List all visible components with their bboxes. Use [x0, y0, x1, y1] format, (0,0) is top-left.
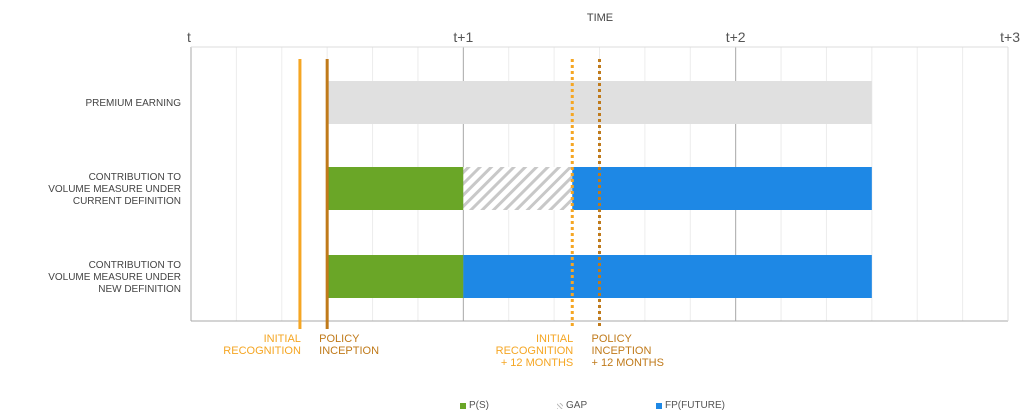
bar-segment [463, 255, 872, 298]
marker-label: POLICY INCEPTION + 12 MONTHS [592, 333, 664, 369]
row-labels: PREMIUM EARNING CONTRIBUTION TO VOLUME MEA… [48, 98, 181, 295]
marker-label: INITIAL RECOGNITION + 12 MONTHS [496, 333, 574, 369]
marker-label: INITIAL RECOGNITION [223, 333, 301, 357]
x-tick-label: t+2 [726, 29, 746, 45]
marker-label: POLICY INCEPTION [319, 333, 379, 357]
x-tick-labels: t t+1 t+2 t+3 [187, 29, 1020, 45]
legend-label: GAP [566, 400, 588, 411]
legend-swatch [656, 402, 662, 409]
row-label: PREMIUM EARNING [85, 98, 181, 109]
x-tick-label: t+3 [1000, 29, 1020, 45]
event-markers: INITIAL RECOGNITION POLICY INCEPTION INITIAL… [223, 59, 664, 369]
legend-item: FP(FUTURE) [656, 400, 725, 411]
legend: P(S) GAP FP(FUTURE) [0, 400, 1022, 414]
timeline-chart: TIME t t+1 t+2 t+3 PREMIUM EARNING CONTRIBUT… [48, 12, 1020, 369]
row-label: CONTRIBUTION TO VOLUME MEASURE UNDER NEW D… [48, 260, 181, 295]
x-tick-label: t+1 [453, 29, 473, 45]
legend-swatch [460, 402, 466, 409]
legend-swatch [557, 402, 563, 409]
chart-title: TIME [587, 12, 613, 24]
bar-segment [327, 167, 464, 210]
x-tick-label: t [187, 29, 191, 45]
gap-segment [463, 167, 573, 210]
bar-segment [327, 255, 464, 298]
legend-item: GAP [557, 400, 587, 411]
legend-item: P(S) [460, 400, 489, 411]
row-label: CONTRIBUTION TO VOLUME MEASURE UNDER CURRE… [48, 172, 181, 207]
legend-label: P(S) [469, 400, 489, 411]
legend-label: FP(FUTURE) [665, 400, 725, 411]
bar-segments [327, 81, 872, 298]
bar-segment [572, 167, 872, 210]
